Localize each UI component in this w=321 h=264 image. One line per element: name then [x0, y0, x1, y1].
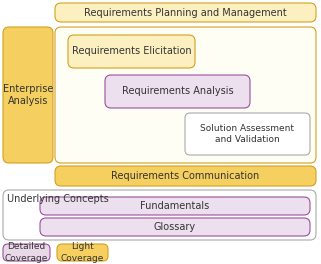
FancyBboxPatch shape	[55, 166, 316, 186]
FancyBboxPatch shape	[3, 190, 316, 240]
Text: Fundamentals: Fundamentals	[140, 201, 210, 211]
FancyBboxPatch shape	[55, 3, 316, 22]
Text: Glossary: Glossary	[154, 222, 196, 232]
Text: Requirements Communication: Requirements Communication	[111, 171, 260, 181]
Text: Enterprise
Analysis: Enterprise Analysis	[3, 84, 53, 106]
FancyBboxPatch shape	[40, 218, 310, 236]
FancyBboxPatch shape	[3, 27, 53, 163]
Text: Requirements Analysis: Requirements Analysis	[122, 87, 233, 97]
FancyBboxPatch shape	[55, 27, 316, 163]
FancyBboxPatch shape	[105, 75, 250, 108]
Text: Requirements Planning and Management: Requirements Planning and Management	[84, 7, 287, 17]
Text: Underlying Concepts: Underlying Concepts	[7, 194, 109, 204]
FancyBboxPatch shape	[185, 113, 310, 155]
Text: Light
Coverage: Light Coverage	[61, 242, 104, 263]
FancyBboxPatch shape	[40, 197, 310, 215]
Text: Requirements Elicitation: Requirements Elicitation	[72, 46, 191, 56]
FancyBboxPatch shape	[57, 244, 108, 261]
FancyBboxPatch shape	[3, 244, 50, 261]
Text: Solution Assessment
and Validation: Solution Assessment and Validation	[201, 124, 294, 144]
FancyBboxPatch shape	[68, 35, 195, 68]
Text: Detailed
Coverage: Detailed Coverage	[5, 242, 48, 263]
